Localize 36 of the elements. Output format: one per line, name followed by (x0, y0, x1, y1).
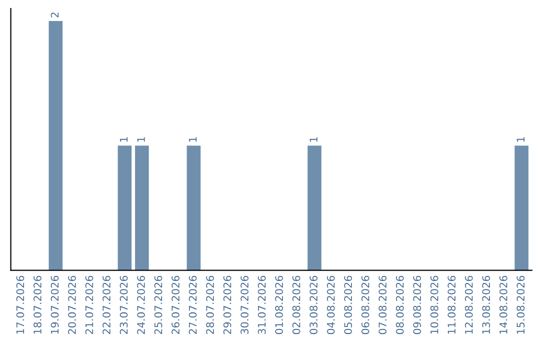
x-tick-label: 19.07.2026 (50, 276, 59, 334)
x-tick-label: 29.07.2026 (223, 276, 232, 334)
x-tick-label: 01.08.2026 (275, 276, 283, 334)
x-tick-label: 07.08.2026 (378, 276, 387, 334)
x-tick-label: 21.07.2026 (85, 276, 94, 334)
x-tick-label: 13.08.2026 (482, 276, 490, 334)
x-tick-label: 03.08.2026 (310, 276, 318, 334)
x-tick-label: 30.07.2026 (240, 276, 248, 334)
x-tick-label: 18.07.2026 (34, 276, 42, 334)
x-tick-label: 26.07.2026 (172, 276, 180, 334)
x-tick-label: 24.07.2026 (137, 276, 145, 334)
x-tick-label: 15.08.2026 (516, 276, 525, 334)
x-tick-label: 20.07.2026 (68, 276, 76, 334)
x-tick-label: 10.08.2026 (430, 276, 438, 334)
data-label: 1 (137, 137, 145, 142)
x-tick-label: 12.08.2026 (464, 276, 473, 334)
x-tick-label: 25.07.2026 (154, 276, 162, 334)
x-tick-label: 31.07.2026 (258, 276, 266, 334)
data-label: 1 (188, 137, 197, 142)
x-tick-label: 02.08.2026 (292, 276, 300, 334)
data-label: 1 (310, 137, 318, 142)
x-tick-label: 28.07.2026 (206, 276, 214, 334)
data-label: 1 (120, 137, 128, 142)
x-tick-label: 11.08.2026 (448, 276, 456, 334)
data-label: 2 (50, 12, 59, 18)
x-tick-label: 17.07.2026 (16, 276, 24, 334)
x-tick-label: 09.08.2026 (413, 276, 422, 334)
data-label: 1 (516, 137, 524, 142)
x-tick-label: 14.08.2026 (499, 276, 508, 334)
x-tick-label: 05.08.2026 (344, 276, 352, 334)
x-tick-label: 04.08.2026 (326, 276, 335, 334)
x-tick-label: 23.07.2026 (120, 276, 128, 334)
x-tick-label: 22.07.2026 (102, 276, 110, 334)
x-tick-label: 06.08.2026 (361, 276, 370, 334)
x-tick-label: 27.07.2026 (188, 276, 197, 334)
x-tick-label: 08.08.2026 (396, 276, 404, 334)
